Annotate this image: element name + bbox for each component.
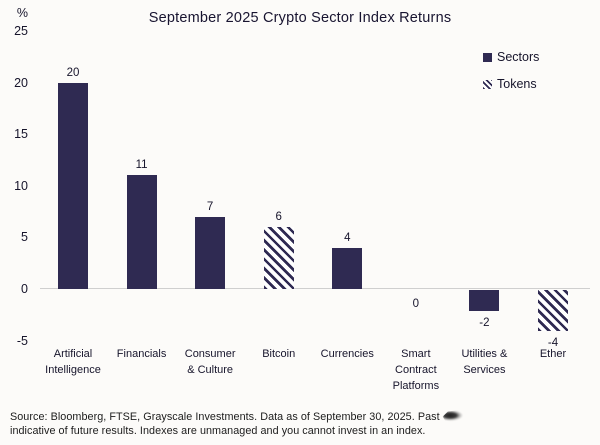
bar-consumer-culture: [195, 216, 226, 289]
bar-artificial-intelligence: [58, 82, 88, 289]
footnote-line-1: Source: Bloomberg, FTSE, Grayscale Inves…: [10, 410, 595, 425]
footnote-line-2: indicative of future results. Indexes ar…: [10, 424, 426, 437]
value-label-smart-contract-platforms: 0: [412, 298, 420, 310]
chart-legend: Sectors Tokens: [483, 49, 539, 103]
value-label-ether: -4: [547, 337, 559, 350]
y-tick-15: 15: [14, 127, 28, 142]
value-label-financials: 11: [135, 159, 148, 172]
y-tick-20: 20: [14, 75, 28, 90]
category-label-ether: Ether: [539, 348, 567, 360]
value-label-currencies: 4: [344, 231, 351, 244]
y-tick-0: 0: [21, 282, 28, 296]
ink-smudge: [442, 410, 467, 422]
value-label-bitcoin: 6: [275, 211, 282, 224]
category-label-currencies: Currencies: [320, 348, 374, 360]
chart-title: September 2025 Crypto Sector Index Retur…: [148, 10, 452, 26]
bar-ether: [537, 290, 568, 332]
bar-utilities-services: [469, 290, 500, 311]
legend-label: Sectors: [497, 50, 540, 64]
value-label-artificial-intelligence: 20: [66, 66, 80, 79]
sectors-swatch-icon: [483, 52, 492, 62]
y-tick-25: 25: [14, 24, 28, 38]
category-label-artificial-intelligence: Artificial Intelligence: [45, 348, 101, 376]
value-label-consumer-culture: 7: [206, 200, 214, 213]
category-label-financials: Financials: [116, 348, 167, 360]
category-label-smart-contract-platforms: Smart Contract Platforms: [392, 348, 440, 392]
source-footnote: Source: Bloomberg, FTSE, Grayscale Inves…: [10, 410, 595, 438]
y-tick--5: -5: [16, 333, 28, 348]
value-label-utilities-services: -2: [479, 316, 490, 329]
bar-currencies: [332, 247, 363, 289]
y-tick-10: 10: [14, 178, 28, 193]
bar-bitcoin: [263, 227, 294, 289]
legend-label: Tokens: [497, 77, 537, 91]
legend-item-sectors: Sectors: [483, 49, 539, 65]
bar-financials: [126, 175, 157, 289]
y-axis-unit-label: %: [16, 6, 28, 20]
category-label-consumer-culture: Consumer & Culture: [184, 348, 236, 376]
tokens-swatch-icon: [483, 79, 492, 89]
x-axis-zero-line: [40, 288, 590, 289]
category-label-bitcoin: Bitcoin: [262, 348, 296, 360]
category-label-utilities-services: Utilities & Services: [461, 348, 508, 376]
legend-item-tokens: Tokens: [483, 76, 539, 92]
y-tick-5: 5: [21, 230, 28, 245]
